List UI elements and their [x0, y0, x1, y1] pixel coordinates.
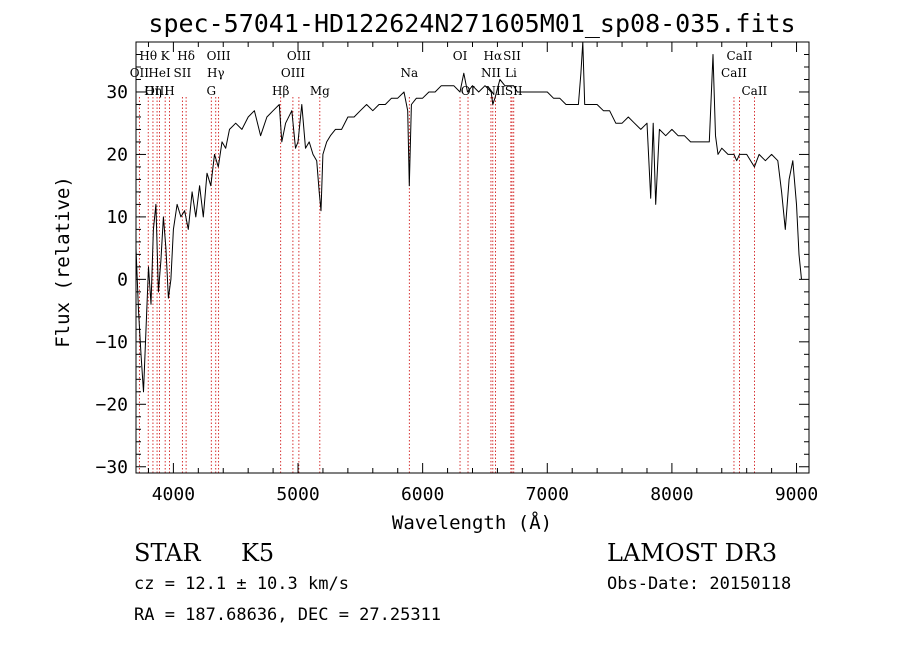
spectral-line-label: Mg [310, 84, 330, 98]
spectral-line-label: G [206, 84, 216, 98]
x-tick-label: 9000 [775, 484, 818, 505]
y-tick-label: −20 [95, 394, 128, 415]
spectral-line-label: Hδ [177, 49, 195, 63]
object-class: STAR [134, 539, 201, 567]
plot-frame [135, 41, 810, 474]
object-subclass: K5 [241, 539, 274, 567]
spectral-line-label: CaII [741, 84, 767, 98]
spectral-line-label: Na [400, 66, 418, 80]
spectral-line-label: NII [481, 66, 501, 80]
x-tick-label: 7000 [526, 484, 569, 505]
y-tick-label: 30 [106, 82, 128, 103]
spectral-line-label: OIII [145, 84, 169, 98]
spectral-line-label: OIII [287, 49, 311, 63]
spectral-line-label: Hγ [207, 66, 225, 80]
redshift-velocity: cz = 12.1 ± 10.3 km/s [134, 574, 349, 594]
coordinates: RA = 187.68636, DEC = 27.25311 [134, 605, 441, 625]
x-axis-label: Wavelength (Å) [392, 511, 552, 534]
x-tick-label: 6000 [401, 484, 444, 505]
survey-name: LAMOST DR3 [607, 539, 777, 567]
x-tick-label: 8000 [650, 484, 693, 505]
spectral-line-label: SII [503, 49, 521, 63]
y-tick-label: 20 [106, 144, 128, 165]
y-axis-label: Flux (relative) [52, 176, 74, 348]
spectral-line-label: CaII [721, 66, 747, 80]
spectral-line-label: K [161, 49, 171, 63]
y-tick-label: 0 [117, 269, 128, 290]
spectral-line-label: Li [505, 66, 517, 80]
y-tick-label: −10 [95, 332, 128, 353]
spectral-line-label: OIII [207, 49, 231, 63]
spectral-line-label: H [164, 84, 174, 98]
x-tick-label: 4000 [152, 484, 195, 505]
y-tick-label: 10 [106, 207, 128, 228]
spectrum-series [135, 41, 802, 393]
axis-ticks: 4000 5000 6000 7000 8000 9000 −30 −20 −10 0 10 20 30 [95, 42, 818, 505]
spectral-line-label: OIII [281, 66, 305, 80]
y-tick-label: −30 [95, 457, 128, 478]
spectral-line-label: HeI [148, 66, 171, 80]
spectral-line-label: OI [453, 49, 468, 63]
spectral-line-label: Hθ [139, 49, 157, 63]
spectral-line-label: CaII [727, 49, 753, 63]
spectral-line-label: SII [174, 66, 192, 80]
spectral-line-label: Hβ [272, 84, 289, 98]
spectral-line-label: Hα [484, 49, 503, 63]
spectral-line-label: NII [485, 84, 505, 98]
x-tick-label: 5000 [276, 484, 319, 505]
spectral-line-label: SII [505, 84, 523, 98]
spectrum-line [135, 41, 802, 393]
observation-date: Obs-Date: 20150118 [607, 574, 791, 594]
spectral-line-label: OII [130, 66, 150, 80]
spectral-line-label: Hη [144, 84, 162, 98]
chart-title: spec-57041-HD122624N271605M01_sp08-035.f… [148, 9, 795, 38]
